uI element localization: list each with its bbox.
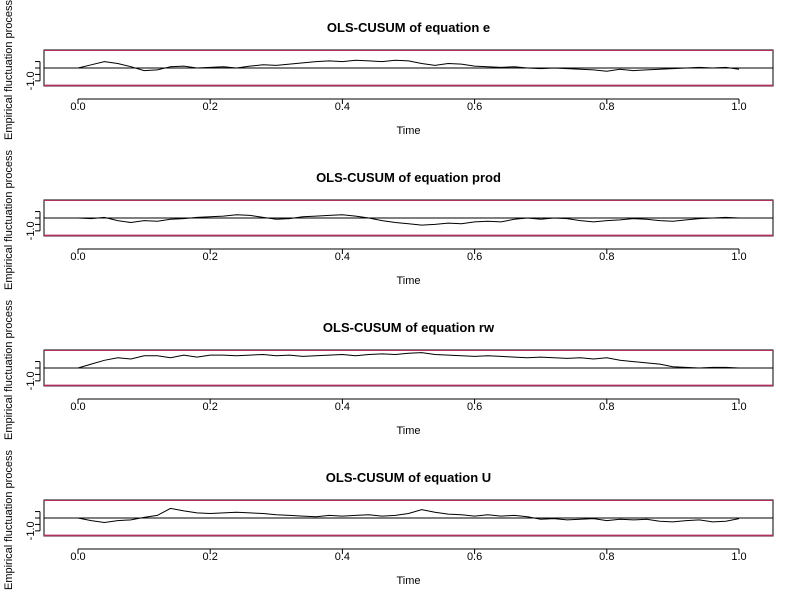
y-tick-label: -1.0	[25, 71, 37, 90]
y-axis-label: Empirical fluctuation process	[3, 450, 15, 591]
x-axis-label: Time	[396, 425, 420, 437]
x-tick-label: 1.0	[731, 401, 746, 413]
x-tick-label: 0.4	[335, 251, 350, 263]
x-tick-label: 0.2	[203, 401, 218, 413]
chart-title: OLS-CUSUM of equation e	[327, 20, 490, 35]
x-axis-label: Time	[396, 575, 420, 587]
cusum-process-line	[77, 59, 740, 72]
x-tick-label: 0.8	[599, 551, 614, 563]
chart-title: OLS-CUSUM of equation rw	[323, 320, 495, 335]
y-axis-label: Empirical fluctuation process	[3, 300, 15, 441]
x-tick-label: 0.6	[467, 251, 482, 263]
x-tick-label: 0.4	[335, 101, 350, 113]
x-tick-label: 0.0	[70, 551, 85, 563]
x-tick-label: 0.2	[203, 551, 218, 563]
x-tick-label: 0.6	[467, 551, 482, 563]
y-tick-label: -1.0	[25, 221, 37, 240]
x-tick-label: 0.2	[203, 101, 218, 113]
x-tick-label: 0.8	[599, 401, 614, 413]
x-tick-label: 1.0	[731, 551, 746, 563]
y-tick-label: -1.0	[25, 371, 37, 390]
x-tick-label: 0.0	[70, 101, 85, 113]
chart-title: OLS-CUSUM of equation prod	[316, 170, 501, 185]
x-axis-label: Time	[396, 125, 420, 137]
cusum-process-line	[77, 507, 740, 524]
cusum-process-line	[77, 352, 740, 369]
x-tick-label: 0.6	[467, 101, 482, 113]
chart-title: OLS-CUSUM of equation U	[326, 470, 491, 485]
x-tick-label: 0.8	[599, 251, 614, 263]
y-tick-label: -1.0	[25, 521, 37, 540]
x-tick-label: 0.6	[467, 401, 482, 413]
x-axis-label: Time	[396, 275, 420, 287]
cusum-process-line	[77, 214, 740, 226]
x-tick-label: 0.0	[70, 401, 85, 413]
x-tick-label: 0.4	[335, 551, 350, 563]
y-axis-label: Empirical fluctuation process	[3, 150, 15, 291]
x-tick-label: 0.0	[70, 251, 85, 263]
x-tick-label: 0.4	[335, 401, 350, 413]
x-tick-label: 0.2	[203, 251, 218, 263]
y-axis-label: Empirical fluctuation process	[3, 0, 15, 140]
x-tick-label: 0.8	[599, 101, 614, 113]
x-tick-label: 1.0	[731, 251, 746, 263]
x-tick-label: 1.0	[731, 101, 746, 113]
